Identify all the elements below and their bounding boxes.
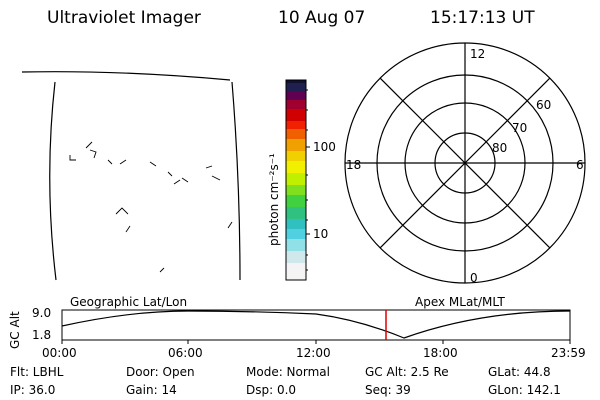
geo-lat-lon-title: Geographic Lat/Lon bbox=[70, 295, 188, 309]
colorbar-segment bbox=[286, 151, 306, 161]
glat-info: GLat: 44.8 bbox=[488, 365, 551, 379]
apex-mlat-mlt-title: Apex MLat/MLT bbox=[415, 295, 505, 309]
x-tick-label-1800: 18:00 bbox=[423, 346, 458, 360]
colorbar-frame bbox=[285, 79, 307, 281]
colorbar-segment bbox=[286, 129, 306, 139]
dsp-info: Dsp: 0.0 bbox=[246, 383, 297, 397]
uv-image-panel bbox=[21, 71, 241, 281]
map-left-boundary bbox=[49, 81, 57, 281]
polar-label-left: 18 bbox=[346, 158, 361, 172]
mode-info: Mode: Normal bbox=[246, 365, 330, 379]
colorbar-segment bbox=[286, 109, 306, 121]
colorbar-tick-10: 10 bbox=[313, 227, 329, 241]
y-min-label: 1.8 bbox=[32, 328, 52, 342]
colorbar-segment bbox=[286, 91, 306, 100]
colorbar-segment bbox=[286, 121, 306, 129]
map-top-boundary bbox=[21, 71, 231, 81]
colorbar-tick-100: 100 bbox=[313, 140, 336, 154]
polar-dial bbox=[344, 42, 586, 284]
colorbar-segment bbox=[286, 161, 306, 173]
ip-info: IP: 36.0 bbox=[10, 383, 56, 397]
colorbar-segment bbox=[286, 80, 306, 83]
x-tick-label-2359: 23:59 bbox=[551, 346, 586, 360]
polar-diagonal bbox=[379, 77, 551, 249]
x-tick-label-0000: 00:00 bbox=[42, 346, 77, 360]
gain-info: Gain: 14 bbox=[126, 383, 177, 397]
x-tick-label-1200: 12:00 bbox=[296, 346, 331, 360]
gc-alt-info: GC Alt: 2.5 Re bbox=[365, 365, 449, 379]
color-bar bbox=[285, 79, 310, 281]
seq-info: Seq: 39 bbox=[365, 383, 411, 397]
filter-info: Flt: LBHL bbox=[10, 365, 64, 379]
glon-info: GLon: 142.1 bbox=[488, 383, 561, 397]
colorbar-segment bbox=[286, 195, 306, 207]
colorbar-segment bbox=[286, 229, 306, 239]
colorbar-segment bbox=[286, 239, 306, 251]
polar-label-bottom: 0 bbox=[470, 271, 478, 285]
x-tick-label-0600: 06:00 bbox=[168, 346, 203, 360]
polar-lat-70: 70 bbox=[512, 121, 527, 135]
colorbar-segment bbox=[286, 185, 306, 195]
polar-lat-80: 80 bbox=[492, 141, 507, 155]
polar-label-top: 12 bbox=[470, 47, 485, 61]
date-label: 10 Aug 07 bbox=[278, 8, 366, 28]
map-right-boundary bbox=[231, 81, 241, 281]
polar-lat-60: 60 bbox=[536, 98, 551, 112]
coastline-fragments bbox=[69, 141, 233, 273]
colorbar-segment bbox=[286, 100, 306, 109]
colorbar-segment bbox=[286, 263, 306, 280]
altitude-curve bbox=[61, 310, 571, 339]
door-info: Door: Open bbox=[126, 365, 195, 379]
colorbar-segment bbox=[286, 207, 306, 219]
colorbar-unit-label: photon cm⁻²s⁻¹ bbox=[267, 153, 281, 246]
polar-label-right: 6 bbox=[576, 158, 584, 172]
colorbar-segment bbox=[286, 83, 306, 91]
time-label: 15:17:13 UT bbox=[430, 8, 535, 28]
colorbar-segment bbox=[286, 139, 306, 151]
y-max-label: 9.0 bbox=[32, 306, 52, 320]
colorbar-segment bbox=[286, 219, 306, 229]
altitude-plot bbox=[61, 309, 571, 344]
app-title: Ultraviolet Imager bbox=[47, 8, 201, 28]
colorbar-segment bbox=[286, 173, 306, 185]
colorbar-segment bbox=[286, 251, 306, 263]
y-axis-label: GC Alt bbox=[8, 311, 22, 349]
